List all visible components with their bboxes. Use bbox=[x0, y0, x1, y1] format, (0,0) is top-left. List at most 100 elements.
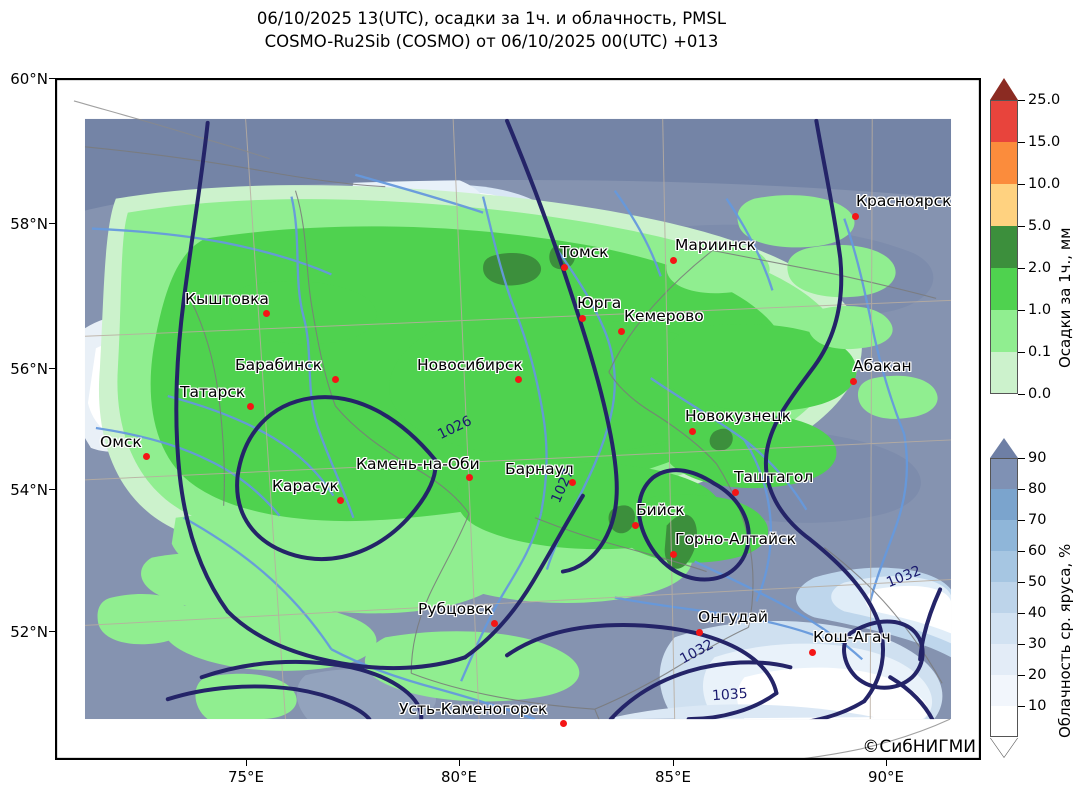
city-dot bbox=[670, 257, 677, 264]
y-tick-label: 60°N bbox=[10, 70, 48, 88]
colorbar-segment bbox=[990, 613, 1018, 644]
city-dot bbox=[560, 720, 567, 727]
colorbar-segment bbox=[990, 675, 1018, 706]
city-label: Усть-Каменогорск bbox=[399, 700, 548, 718]
colorbar-segment bbox=[990, 644, 1018, 675]
colorbar-under-arrow bbox=[990, 737, 1018, 757]
colorbar-segment bbox=[990, 458, 1018, 489]
city-dot bbox=[143, 453, 150, 460]
city-label: Томск bbox=[560, 243, 609, 261]
colorbar-tick-label: 30 bbox=[1028, 636, 1047, 652]
colorbar-tick-label: 20 bbox=[1028, 667, 1047, 683]
colorbar-segment bbox=[990, 310, 1018, 352]
city-dot bbox=[263, 310, 270, 317]
city-dot bbox=[332, 376, 339, 383]
chart-title: 06/10/2025 13(UTC), осадки за 1ч. и обла… bbox=[0, 8, 983, 54]
city-dot bbox=[850, 378, 857, 385]
city-dot bbox=[337, 497, 344, 504]
city-dot bbox=[852, 213, 859, 220]
colorbar-tick-label: 2.0 bbox=[1028, 260, 1052, 276]
city-dot bbox=[689, 428, 696, 435]
colorbar-tick-label: 5.0 bbox=[1028, 218, 1052, 234]
city-dot bbox=[732, 489, 739, 496]
colorbar-axis-title: Осадки за 1ч., мм bbox=[1056, 227, 1073, 368]
colorbar-segment bbox=[990, 520, 1018, 551]
city-label: Карасук bbox=[272, 477, 339, 495]
y-tick-label: 58°N bbox=[10, 215, 48, 233]
map-raster bbox=[56, 79, 980, 759]
colorbar-cloud-cover[interactable]: 90 80 70 60 50 40 30 20 10 Облачность ср… bbox=[990, 438, 1073, 763]
colorbar-gradient bbox=[990, 458, 1018, 737]
colorbar-segment bbox=[990, 226, 1018, 268]
colorbar-segment bbox=[990, 489, 1018, 520]
colorbar-tick-label: 15.0 bbox=[1028, 134, 1061, 150]
city-label: Кош-Агач bbox=[813, 628, 891, 646]
city-label: Барнаул bbox=[505, 460, 574, 478]
colorbar-tick-label: 80 bbox=[1028, 481, 1047, 497]
city-label: Бийск bbox=[636, 501, 685, 519]
city-label: Татарск bbox=[180, 383, 246, 401]
city-dot bbox=[632, 522, 639, 529]
title-line-2: COSMO-Ru2Sib (COSMO) от 06/10/2025 00(UT… bbox=[264, 31, 719, 51]
colorbar-tick-label: 25.0 bbox=[1028, 92, 1061, 108]
colorbar-tick-label: 1.0 bbox=[1028, 302, 1052, 318]
city-dot bbox=[561, 264, 568, 271]
city-dot bbox=[247, 403, 254, 410]
title-line-1: 06/10/2025 13(UTC), осадки за 1ч. и обла… bbox=[256, 9, 727, 28]
isobar-label: 1035 bbox=[711, 685, 749, 705]
city-label: Новокузнецк bbox=[685, 407, 792, 425]
colorbar-precipitation[interactable]: 25.0 15.0 10.0 5.0 2.0 1.0 0.1 0.0 Осадк… bbox=[990, 78, 1073, 408]
city-label: Красноярск bbox=[856, 192, 952, 210]
map-plot-area[interactable]: 1026 1027 1032 1032 1035 Кыштовка Бараби… bbox=[55, 78, 981, 760]
city-dot bbox=[696, 629, 703, 636]
colorbar-tick-label: 50 bbox=[1028, 574, 1047, 590]
city-label: Новосибирск bbox=[417, 356, 523, 374]
y-tick-label: 54°N bbox=[10, 481, 48, 499]
city-dot bbox=[670, 551, 677, 558]
city-label: Барабинск bbox=[235, 356, 323, 374]
y-tick-label: 56°N bbox=[10, 360, 48, 378]
city-label: Абакан bbox=[853, 357, 912, 375]
city-label: Таштагол bbox=[734, 468, 814, 486]
city-dot bbox=[466, 474, 473, 481]
colorbar-tick-label: 60 bbox=[1028, 543, 1047, 559]
colorbar-segment bbox=[990, 551, 1018, 582]
colorbar-segment bbox=[990, 582, 1018, 613]
city-dot bbox=[618, 328, 625, 335]
city-dot bbox=[579, 315, 586, 322]
colorbar-segment bbox=[990, 268, 1018, 310]
city-label: Кыштовка bbox=[185, 290, 269, 308]
colorbar-tick-label: 40 bbox=[1028, 605, 1047, 621]
colorbar-tick-label: 70 bbox=[1028, 512, 1047, 528]
x-tick-label: 85°E bbox=[654, 768, 692, 786]
colorbar-segment bbox=[990, 142, 1018, 184]
x-tick-label: 75°E bbox=[227, 768, 265, 786]
colorbar-tick-label: 90 bbox=[1028, 450, 1047, 466]
colorbar-gradient bbox=[990, 100, 1018, 394]
city-label: Горно-Алтайск bbox=[675, 530, 796, 548]
colorbar-segment bbox=[990, 706, 1018, 737]
colorbar-segment bbox=[990, 100, 1018, 142]
city-label: Омск bbox=[100, 433, 142, 451]
colorbar-tick-label: 10.0 bbox=[1028, 176, 1061, 192]
city-label: Мариинск bbox=[675, 236, 756, 254]
colorbar-over-arrow bbox=[990, 78, 1018, 100]
city-dot bbox=[809, 649, 816, 656]
colorbar-segment bbox=[990, 184, 1018, 226]
colorbar-tick-label: 0.1 bbox=[1028, 344, 1052, 360]
city-dot bbox=[491, 620, 498, 627]
x-tick-label: 80°E bbox=[440, 768, 478, 786]
city-dot bbox=[569, 479, 576, 486]
city-label: Камень-на-Оби bbox=[356, 455, 480, 473]
y-tick-label: 52°N bbox=[10, 623, 48, 641]
city-label: Рубцовск bbox=[418, 600, 494, 618]
city-dot bbox=[515, 376, 522, 383]
colorbar-tick-label: 10 bbox=[1028, 698, 1047, 714]
colorbar-over-arrow bbox=[990, 438, 1018, 458]
x-tick-label: 90°E bbox=[867, 768, 905, 786]
city-label: Кемерово bbox=[624, 307, 704, 325]
colorbar-tick-label: 0.0 bbox=[1028, 386, 1052, 402]
colorbar-axis-title: Облачность ср. яруса, % bbox=[1056, 543, 1073, 738]
attribution-label: ©СибНИГМИ bbox=[862, 737, 976, 757]
city-label: Онгудай bbox=[698, 608, 768, 626]
